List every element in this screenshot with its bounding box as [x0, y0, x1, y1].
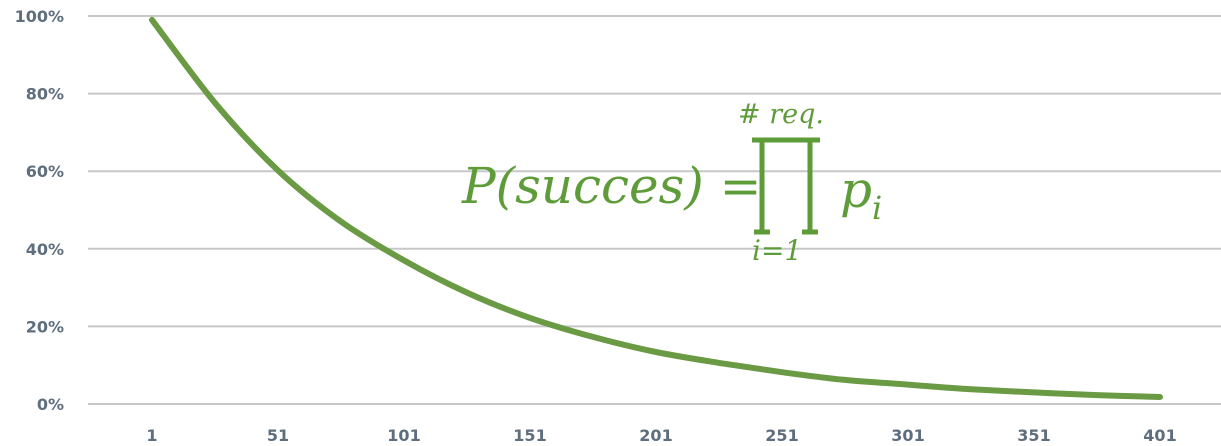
x-tick-label: 51	[267, 426, 289, 445]
product-upper-limit: # req.	[738, 99, 824, 130]
y-tick-label: 60%	[26, 162, 64, 181]
series-line-0	[149, 16, 1163, 400]
y-tick-label: 20%	[26, 317, 64, 336]
x-tick-label: 301	[891, 426, 924, 445]
x-tick-label: 351	[1017, 426, 1050, 445]
y-tick-label: 0%	[37, 395, 64, 414]
product-lower-limit: i=1	[752, 234, 803, 267]
y-tick-label: 100%	[15, 7, 64, 26]
formula-term: pi	[840, 162, 882, 236]
x-tick-label: 251	[765, 426, 798, 445]
x-axis-tick-labels: 1 51 101 151 201 251 301 351 401	[146, 426, 1176, 445]
x-tick-label: 401	[1143, 426, 1176, 445]
term-base: p	[840, 161, 873, 219]
y-tick-label: 40%	[26, 240, 64, 259]
x-tick-label: 151	[513, 426, 546, 445]
y-axis-tick-labels: 0% 20% 40% 60% 80% 100%	[15, 7, 64, 414]
series-layer	[149, 16, 1163, 400]
term-subscript: i	[872, 189, 883, 227]
y-tick-label: 80%	[26, 85, 64, 104]
product-symbol	[752, 137, 820, 235]
x-tick-label: 1	[146, 426, 157, 445]
x-tick-label: 101	[387, 426, 420, 445]
x-tick-label: 201	[639, 426, 672, 445]
formula-lhs: P(succes) =	[462, 157, 762, 215]
